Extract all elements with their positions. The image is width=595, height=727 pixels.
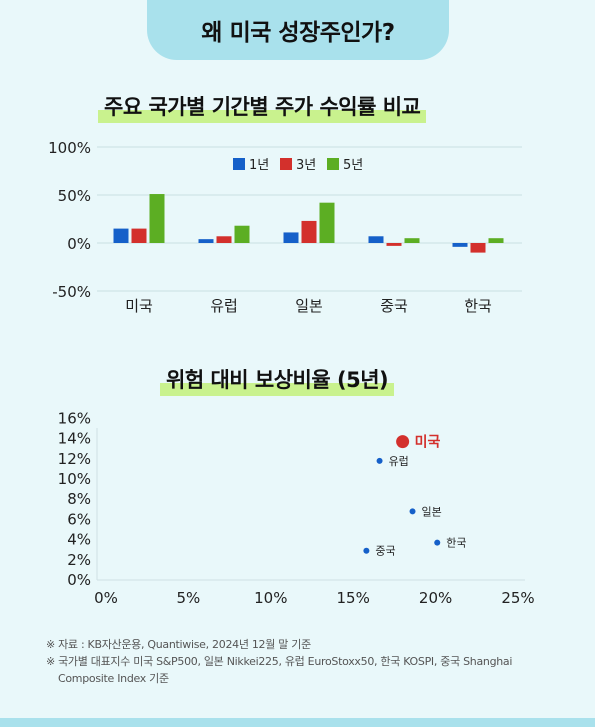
bar-3년 — [386, 243, 402, 246]
legend-swatch — [233, 158, 245, 170]
point-일본 — [409, 508, 416, 515]
x-tick-label: 유럽 — [210, 297, 238, 315]
bottom-band — [0, 718, 595, 727]
bar-3년 — [216, 236, 232, 243]
x-tick-label: 일본 — [295, 297, 323, 315]
y-tick-label: 2% — [67, 551, 91, 569]
bar-chart-title: 주요 국가별 기간별 주가 수익률 비교 — [98, 91, 427, 123]
bar-1년 — [368, 236, 384, 243]
point-label: 유럽 — [389, 454, 409, 468]
bar-5년 — [488, 238, 504, 243]
point-label: 미국 — [415, 435, 441, 451]
x-tick-label: 25% — [501, 589, 534, 607]
x-tick-label: 10% — [254, 589, 287, 607]
y-tick-label: 12% — [58, 450, 91, 468]
scatter-chart: 16% 14% 12% 10% 8% 6% 4% 2% 0%0% 5% 10% 15% 20% 25% 미국… — [58, 409, 535, 607]
point-미국 — [396, 435, 410, 449]
note-source: ※ 자료 : KB자산운용, Quantiwise, 2024년 12월 말 기… — [46, 638, 311, 651]
x-tick-label: 0% — [94, 589, 118, 607]
page-title: 왜 미국 성장주인가? — [147, 0, 449, 60]
bar-3년 — [470, 243, 486, 253]
bar-3년 — [301, 220, 317, 243]
note-index-cont: Composite Index 기준 — [58, 672, 169, 685]
note-index: ※ 국가별 대표지수 미국 S&P500, 일본 Nikkei225, 유럽 E… — [46, 655, 513, 668]
y-tick-label: 0% — [67, 571, 91, 589]
legend-label: 3년 — [296, 158, 316, 173]
y-tick-label: 10% — [58, 470, 91, 488]
y-tick-label: 6% — [67, 510, 91, 528]
y-tick-label: 16% — [58, 409, 91, 427]
point-중국 — [363, 547, 370, 554]
bar-1년 — [113, 228, 129, 243]
bar-1년 — [198, 239, 214, 243]
x-tick-label: 20% — [419, 589, 452, 607]
legend-swatch — [280, 158, 292, 170]
point-한국 — [434, 539, 441, 546]
y-tick-label: 8% — [67, 490, 91, 508]
bar-1년 — [452, 243, 468, 247]
y-tick-label: 14% — [58, 430, 91, 448]
y-tick-label: 4% — [67, 531, 91, 549]
point-label: 일본 — [422, 504, 442, 518]
bar-5년 — [319, 202, 335, 243]
bar-5년 — [149, 194, 165, 243]
bar-5년 — [404, 238, 420, 243]
y-tick-label: 50% — [58, 187, 91, 205]
scatter-chart-title-text: 위험 대비 보상비율 (5년) — [166, 368, 389, 392]
legend-swatch — [327, 158, 339, 170]
x-tick-label: 한국 — [464, 297, 492, 315]
x-tick-label: 미국 — [125, 297, 153, 315]
legend-label: 5년 — [343, 158, 363, 173]
x-tick-label: 15% — [337, 589, 370, 607]
bar-3년 — [131, 228, 147, 243]
scatter-chart-title: 위험 대비 보상비율 (5년) — [160, 364, 395, 396]
bar-chart-title-text: 주요 국가별 기간별 주가 수익률 비교 — [104, 95, 421, 119]
x-tick-label: 중국 — [380, 297, 408, 315]
y-tick-label: -50% — [52, 283, 91, 301]
point-label: 한국 — [446, 537, 466, 550]
y-tick-label: 100% — [48, 139, 91, 157]
legend-label: 1년 — [249, 158, 269, 173]
source-notes: ※ 자료 : KB자산운용, Quantiwise, 2024년 12월 말 기… — [46, 636, 566, 687]
point-label: 중국 — [375, 545, 395, 558]
y-tick-label: 0% — [67, 235, 91, 253]
x-tick-label: 5% — [177, 589, 201, 607]
bar-5년 — [234, 225, 250, 243]
point-유럽 — [376, 457, 383, 464]
bar-chart: 100% 50% 0% -50% 미국 유럽 일본 중국 한국 1년 3년 5년 — [48, 139, 522, 315]
bar-1년 — [283, 232, 299, 243]
